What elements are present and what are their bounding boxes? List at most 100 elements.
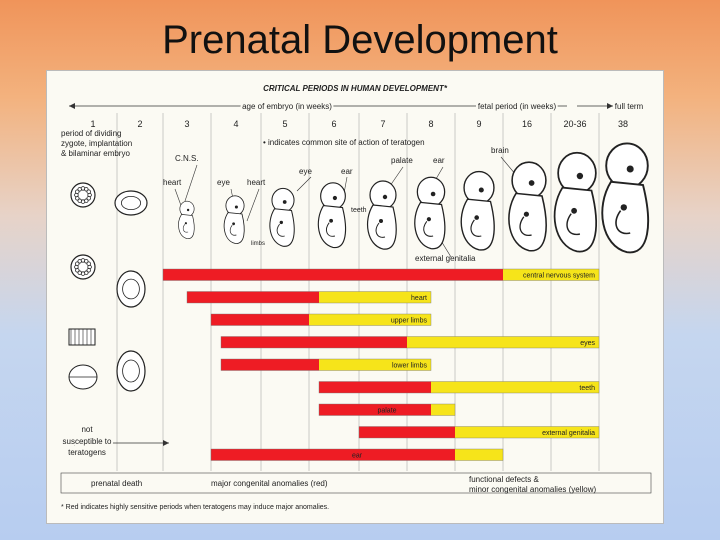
teratogen-site-note: • indicates common site of action of ter…	[263, 138, 425, 147]
sensitivity-bar: central nervous system	[162, 268, 600, 281]
label-brain: brain	[491, 146, 509, 155]
bar-yellow-segment	[503, 269, 599, 281]
bar-red-segment	[187, 291, 319, 303]
week-label: 2	[137, 119, 142, 129]
bilaminar-figure	[68, 364, 98, 390]
period-note-line-1: period of dividing	[61, 129, 121, 138]
sensitivity-bar: eyes	[220, 336, 600, 349]
label-palate: palate	[391, 156, 413, 165]
bar-red-segment	[359, 426, 455, 438]
bar-yellow-segment	[431, 404, 455, 416]
label-heart-week3: heart	[163, 178, 182, 187]
chart-heading: CRITICAL PERIODS IN HUMAN DEVELOPMENT*	[263, 84, 448, 93]
bar-red-segment	[221, 336, 407, 348]
chart-footnote: * Red indicates highly sensitive periods…	[61, 504, 329, 511]
sensitivity-bar: heart	[186, 291, 432, 304]
label-heart-week4: heart	[247, 178, 266, 187]
embryo-figure	[269, 187, 295, 247]
critical-periods-chart: CRITICAL PERIODS IN HUMAN DEVELOPMENT* a…	[46, 70, 664, 524]
bar-label: upper limbs	[391, 318, 428, 325]
bar-yellow-segment	[455, 449, 503, 461]
bar-red-segment	[319, 404, 431, 416]
week-label: 3	[184, 119, 189, 129]
embryo-illustrations	[178, 142, 649, 254]
bar-label: central nervous system	[523, 273, 595, 280]
bar-yellow-segment	[407, 336, 599, 348]
prenatal-death-label: prenatal death	[91, 479, 142, 488]
zygote-illustrations	[68, 182, 148, 392]
not-susceptible-line-2: susceptible to	[63, 437, 112, 446]
week-label: 38	[618, 119, 628, 129]
not-susceptible-arrow-left	[69, 440, 75, 446]
embryo-figure	[317, 182, 347, 248]
functional-defects-line-2: minor congenital anomalies (yellow)	[469, 485, 597, 494]
sensitivity-bar: lower limbs	[220, 358, 432, 371]
bar-label: palate	[377, 408, 396, 415]
implantation-figure	[114, 190, 148, 216]
label-external-genitalia: external genitalia	[415, 254, 476, 263]
major-anomalies-label: major congenital anomalies (red)	[211, 479, 328, 488]
chart-canvas: CRITICAL PERIODS IN HUMAN DEVELOPMENT* a…	[60, 84, 652, 511]
label-cns: C.N.S.	[175, 154, 199, 163]
week-label: 9	[476, 119, 481, 129]
bar-red-segment	[221, 359, 319, 371]
bar-yellow-segment	[319, 359, 431, 371]
bar-red-segment	[211, 449, 455, 461]
bar-red-segment	[163, 269, 503, 281]
sensitivity-bars: central nervous system heart upper limbs ey…	[162, 268, 600, 461]
embryo-figure	[460, 170, 495, 251]
fetal-axis-label: fetal period (in weeks)	[478, 102, 557, 111]
slide-title: Prenatal Development	[162, 18, 558, 62]
embryo-figure	[553, 151, 597, 253]
label-ear-week8: ear	[433, 156, 445, 165]
sensitivity-bar: palate	[318, 403, 456, 416]
label-eye-week4: eye	[217, 178, 230, 187]
bottom-legend-box	[60, 472, 652, 494]
sensitivity-bar: upper limbs	[210, 313, 432, 326]
label-eye-week5: eye	[299, 167, 312, 176]
week-label: 7	[380, 119, 385, 129]
functional-defects-line-1: functional defects &	[469, 475, 539, 484]
label-ear-week6: ear	[341, 167, 353, 176]
not-susceptible-line-1: not	[81, 425, 93, 434]
implantation-figure	[116, 270, 146, 308]
full-term-label: full term	[615, 102, 644, 111]
age-axis-arrow-head	[69, 103, 75, 109]
week-label: 6	[331, 119, 336, 129]
bar-label: heart	[411, 295, 427, 302]
embryo-figure	[178, 200, 195, 239]
week-label: 16	[522, 119, 532, 129]
zygote-figure	[70, 254, 96, 280]
bar-red-segment	[319, 381, 431, 393]
bar-label: teeth	[579, 385, 595, 392]
embryo-figure	[414, 176, 446, 250]
bar-yellow-segment	[309, 314, 431, 326]
implantation-figure	[116, 350, 146, 392]
embryo-figure	[601, 142, 649, 254]
embryo-figure	[366, 180, 397, 250]
bar-label: lower limbs	[392, 363, 428, 370]
week-labels: 1 2 3 4 5 6 7 8 9 16 20-36 38	[90, 119, 628, 129]
not-susceptible-line-3: teratogens	[68, 448, 106, 457]
week-label: 1	[90, 119, 95, 129]
sensitivity-bar: teeth	[318, 381, 600, 394]
zygote-figure	[70, 182, 96, 208]
period-note-line-3: & bilaminar embryo	[61, 149, 130, 158]
sensitivity-bar: external genitalia	[358, 426, 600, 439]
sensitivity-bar: ear	[210, 448, 504, 461]
bar-red-segment	[211, 314, 309, 326]
embryo-axis-label: age of embryo (in weeks)	[242, 102, 332, 111]
bar-label: external genitalia	[542, 430, 595, 437]
label-limbs: limbs	[251, 241, 265, 247]
week-label: 4	[233, 119, 238, 129]
bar-yellow-segment	[431, 381, 599, 393]
embryo-figure	[508, 161, 547, 252]
bar-label: eyes	[580, 340, 595, 347]
bar-yellow-segment	[455, 426, 599, 438]
week-label: 20-36	[563, 119, 586, 129]
embryo-figure	[223, 195, 245, 244]
week-label: 8	[428, 119, 433, 129]
bar-label: ear	[352, 453, 363, 460]
period-note-line-2: zygote, implantation	[61, 139, 132, 148]
not-susceptible-arrow-right	[163, 440, 169, 446]
